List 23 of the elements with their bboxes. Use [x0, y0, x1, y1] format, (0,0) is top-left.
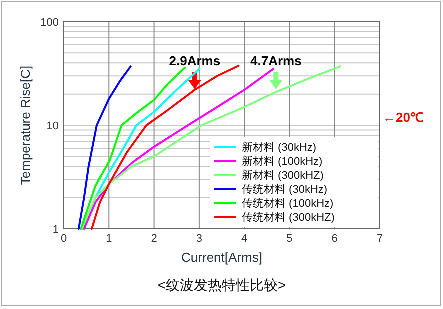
x-tick-label: 0	[60, 233, 68, 245]
x-tick-label: 2	[151, 233, 158, 245]
x-tick-label: 6	[332, 233, 338, 245]
legend-label: 新材料 (100kHz)	[242, 155, 323, 168]
legend-label: 新材料 (300kHZ)	[242, 169, 324, 182]
x-tick-label: 1	[106, 233, 112, 245]
y-tick-label: 1	[52, 224, 59, 236]
y-tick-label: 100	[40, 17, 59, 29]
x-tick-label: 3	[196, 233, 202, 245]
text: ←20℃	[383, 110, 424, 125]
x-tick-label: 5	[286, 233, 293, 245]
y-tick-label: 10	[46, 120, 59, 132]
x-tick-label: 4	[242, 233, 248, 245]
legend-label: 传统材料 (300kHZ)	[242, 211, 335, 224]
x-tick-label: 7	[376, 233, 384, 245]
annotation: 2.9Arms	[169, 53, 221, 68]
x-axis-title: Current[Arms]	[182, 250, 262, 265]
y-axis-title: Temperature Rise[C]	[18, 66, 33, 186]
annotation: 4.7Arms	[250, 53, 302, 68]
legend-label: 新材料 (30kHz)	[242, 141, 317, 154]
legend-label: 传统材料 (100kHz)	[242, 197, 334, 210]
legend-label: 传统材料 (30kHz)	[242, 183, 328, 196]
text: <纹波发热特性比较>	[158, 277, 286, 293]
